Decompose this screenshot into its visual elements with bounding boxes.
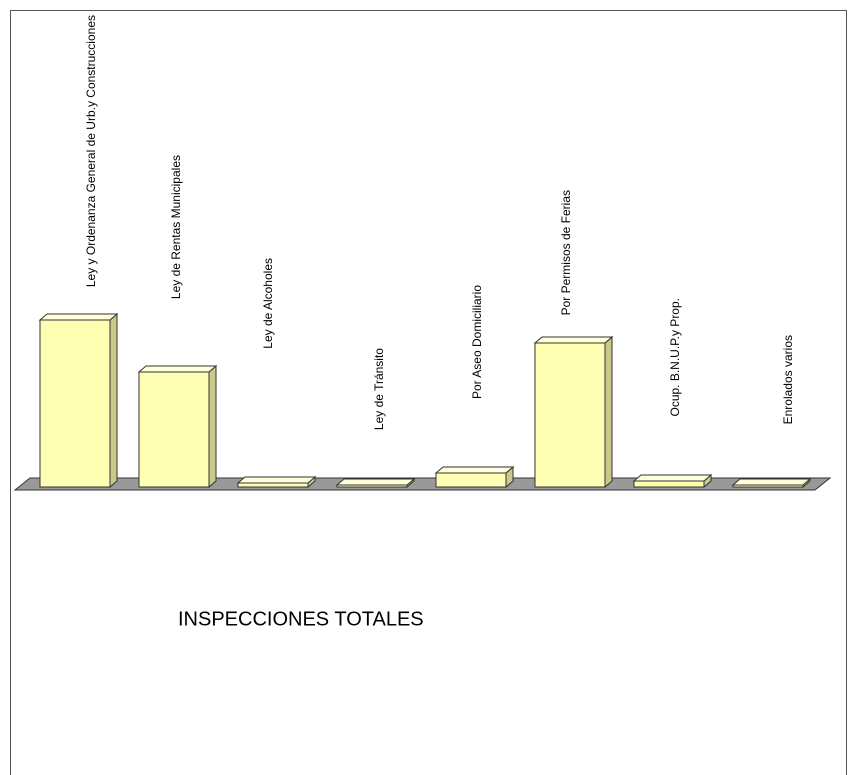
category-label: Ley y Ordenanza General de Urb.y Constru…	[84, 15, 98, 287]
category-label: Ocup. B.N.U.P.y Prop.	[668, 298, 682, 417]
bar-top	[38, 313, 119, 321]
bar-front	[633, 480, 705, 488]
bar	[335, 477, 416, 489]
bar-side	[109, 312, 118, 489]
bar-front	[138, 371, 210, 488]
category-label: Ley de Alcoholes	[261, 258, 275, 349]
chart-title: INSPECCIONES TOTALES	[178, 608, 424, 630]
bar-top	[434, 466, 515, 474]
bar	[236, 475, 317, 489]
bar-front	[732, 484, 804, 488]
bar-top	[335, 478, 416, 486]
bar	[38, 312, 119, 489]
frame	[10, 10, 847, 775]
bar-top	[236, 476, 317, 484]
bar-front	[534, 342, 606, 488]
bar	[731, 477, 812, 489]
bar	[434, 465, 515, 489]
bar	[632, 473, 713, 489]
category-label: Por Permisos de Ferias	[559, 190, 573, 315]
bar-top	[632, 474, 713, 482]
bar-front	[435, 472, 507, 488]
category-label: Ley de Tránsito	[372, 348, 386, 430]
category-label: Ley de Rentas Municipales	[169, 155, 183, 299]
bar	[137, 364, 218, 489]
bar-front	[237, 482, 309, 488]
bar-side	[604, 335, 613, 489]
bar-top	[137, 365, 218, 373]
bar-front	[39, 319, 111, 488]
bar-side	[208, 364, 217, 489]
bar-top	[731, 478, 812, 486]
category-label: Enrolados varios	[781, 335, 795, 424]
category-label: Por Aseo Domiciliario	[470, 285, 484, 399]
bar	[533, 335, 614, 489]
bar-top	[533, 336, 614, 344]
bar-front	[336, 484, 408, 488]
